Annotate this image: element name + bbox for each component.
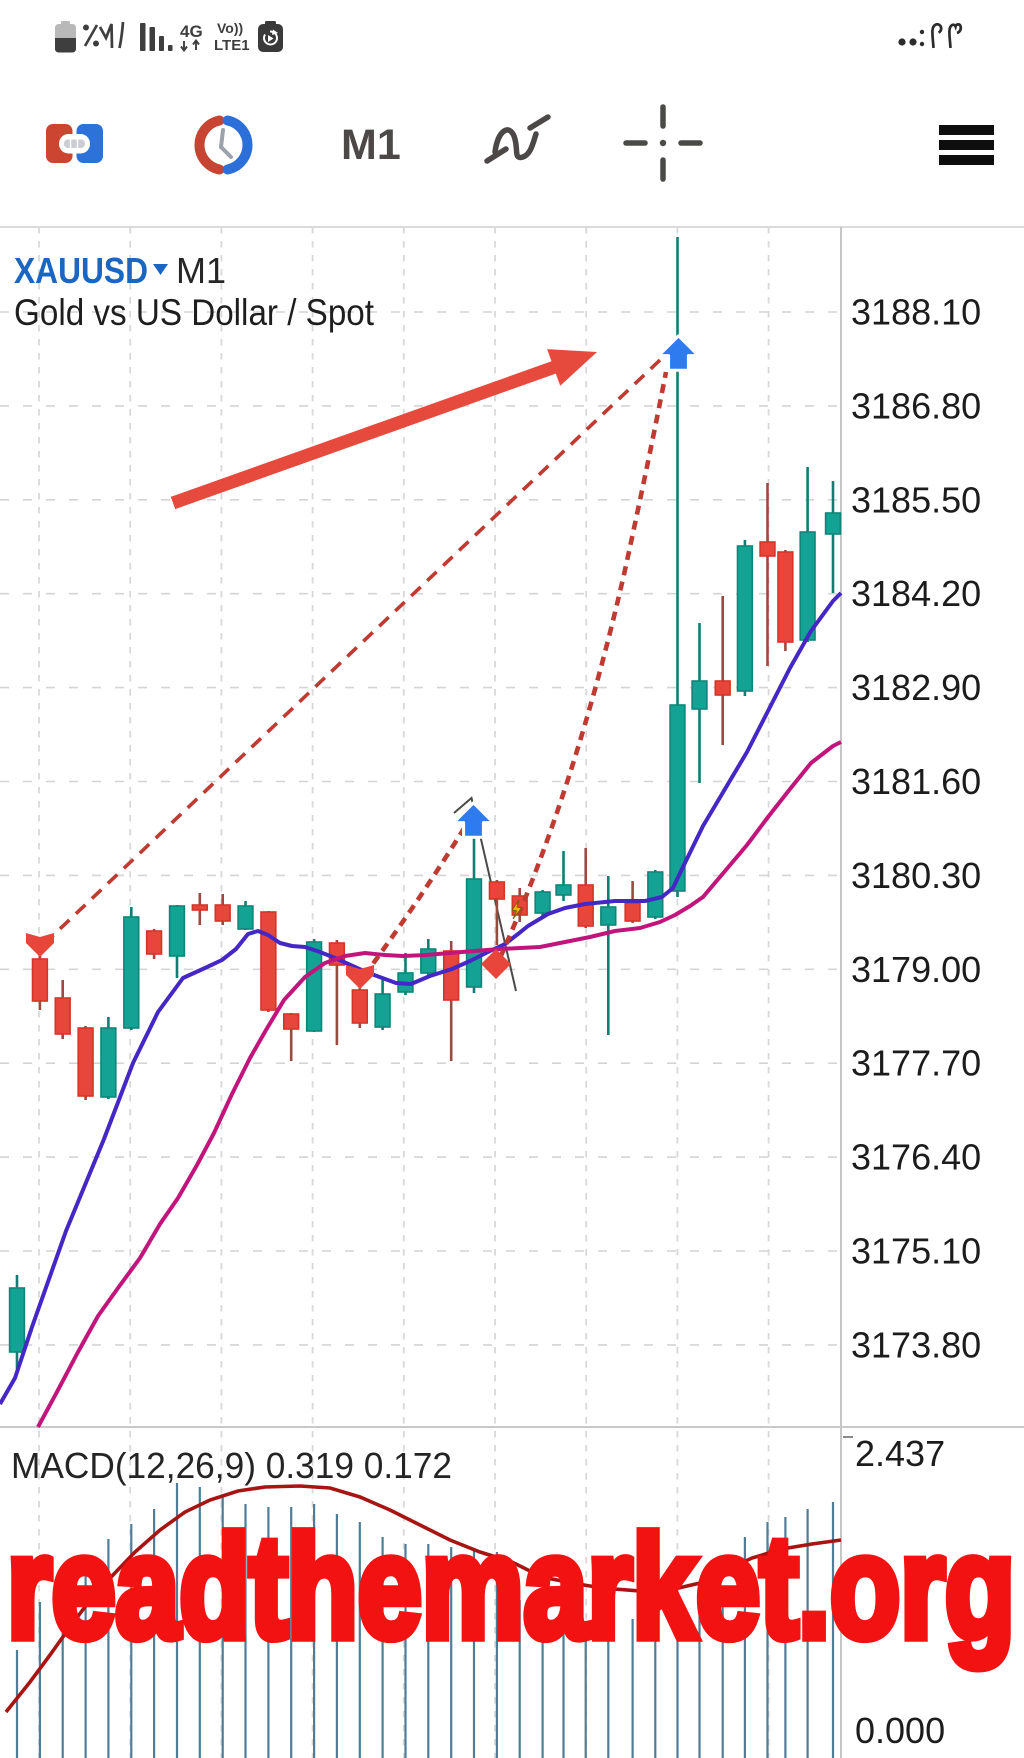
svg-text:3185.50: 3185.50 <box>851 479 981 520</box>
svg-text:3182.90: 3182.90 <box>851 667 981 708</box>
svg-text:MACD(12,26,9) 0.319 0.172: MACD(12,26,9) 0.319 0.172 <box>11 1445 452 1486</box>
svg-text:3176.40: 3176.40 <box>851 1137 981 1178</box>
svg-text:3188.10: 3188.10 <box>851 292 981 333</box>
svg-text:0.000: 0.000 <box>855 1710 945 1751</box>
svg-text:readthemarket.org: readthemarket.org <box>7 1506 1015 1668</box>
svg-text:3181.60: 3181.60 <box>851 761 981 802</box>
svg-text:4G: 4G <box>180 22 203 41</box>
svg-text:3177.70: 3177.70 <box>851 1043 981 1084</box>
svg-text:2.437: 2.437 <box>855 1433 945 1474</box>
svg-text:XAUUSD: XAUUSD <box>14 250 148 291</box>
svg-text:3186.80: 3186.80 <box>851 385 981 426</box>
svg-text:3175.10: 3175.10 <box>851 1231 981 1272</box>
svg-text:3180.30: 3180.30 <box>851 855 981 896</box>
svg-text:3179.00: 3179.00 <box>851 949 981 990</box>
svg-text:3173.80: 3173.80 <box>851 1324 981 1365</box>
svg-text:M1: M1 <box>176 250 226 291</box>
svg-text:Vo)): Vo)) <box>217 20 243 36</box>
svg-text:M1: M1 <box>341 121 401 169</box>
svg-text:Gold vs US Dollar / Spot: Gold vs US Dollar / Spot <box>14 292 375 333</box>
svg-text:LTE1: LTE1 <box>214 37 250 54</box>
svg-text:3184.20: 3184.20 <box>851 573 981 614</box>
